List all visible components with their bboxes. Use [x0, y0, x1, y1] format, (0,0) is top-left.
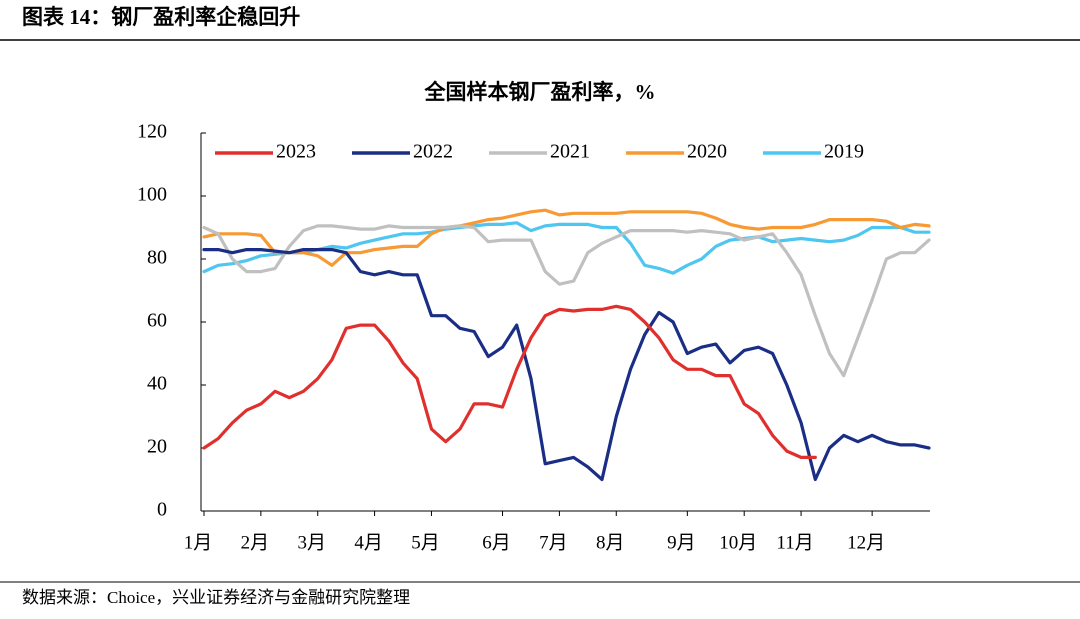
- series-line: [202, 224, 931, 378]
- x-tick-label: 6月: [482, 532, 511, 553]
- x-tick-label: 12月: [847, 532, 885, 553]
- source-note: 数据来源：Choice，兴业证券经济与金融研究院整理: [22, 588, 410, 607]
- series-line: [202, 248, 931, 482]
- x-tick-label: 2月: [241, 532, 270, 553]
- y-tick-label: 60: [147, 310, 167, 332]
- legend-label: 2019: [824, 141, 864, 163]
- y-tick-label: 100: [137, 184, 167, 206]
- legend-label: 2022: [413, 141, 453, 163]
- series-line: [202, 304, 817, 459]
- y-tick-label: 120: [137, 121, 167, 143]
- x-tick-label: 10月: [719, 532, 757, 553]
- legend-label: 2021: [550, 141, 590, 163]
- x-tick-label: 4月: [354, 532, 383, 553]
- legend-label: 2020: [687, 141, 727, 163]
- y-tick-label: 0: [157, 499, 167, 521]
- y-tick-label: 40: [147, 373, 167, 395]
- y-tick-label: 80: [147, 247, 167, 269]
- x-tick-label: 7月: [539, 532, 568, 553]
- chart-title: 全国样本钢厂盈利率，%: [424, 80, 656, 104]
- series-line: [202, 208, 931, 267]
- x-tick-label: 8月: [596, 532, 625, 553]
- legend-label: 2023: [276, 141, 316, 163]
- x-tick-label: 11月: [776, 532, 813, 553]
- x-tick-label: 5月: [411, 532, 440, 553]
- x-tick-label: 1月: [184, 532, 213, 553]
- x-tick-label: 3月: [297, 532, 326, 553]
- x-tick-label: 9月: [667, 532, 696, 553]
- page-title: 图表 14：钢厂盈利率企稳回升: [22, 5, 300, 29]
- y-tick-label: 20: [147, 436, 167, 458]
